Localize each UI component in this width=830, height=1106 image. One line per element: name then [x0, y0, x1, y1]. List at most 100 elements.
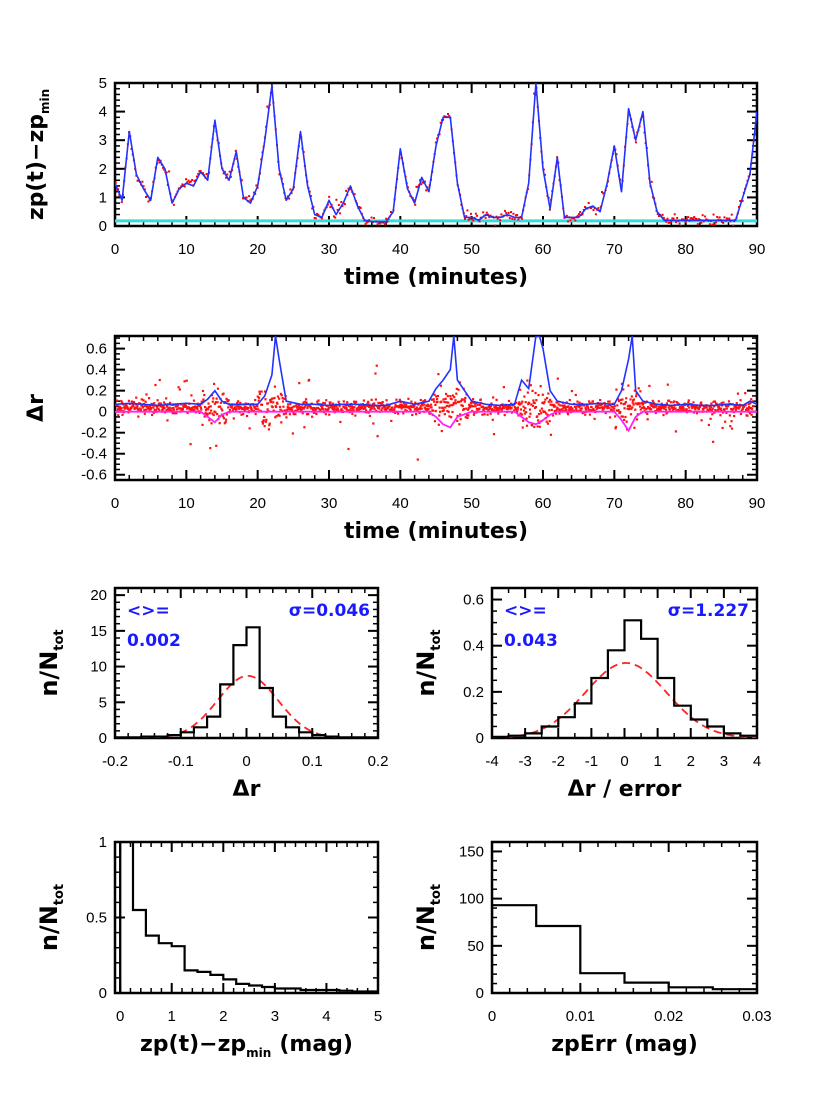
data-point: [306, 405, 309, 408]
data-point: [353, 406, 356, 409]
data-point: [388, 405, 391, 408]
zp-error-histogram-panel: 0 0.01 0.02 0.03 0 50 100 150 n/Ntot zpErr (mag): [412, 840, 772, 1057]
data-point: [550, 408, 553, 412]
data-point: [126, 407, 130, 411]
data-point: [581, 213, 584, 216]
data-point: [440, 429, 443, 433]
data-point: [474, 405, 477, 408]
data-point: [567, 409, 571, 412]
data-point: [349, 404, 352, 408]
data-point: [284, 412, 288, 415]
data-point: [642, 402, 645, 405]
data-point: [548, 208, 551, 211]
data-point: [462, 407, 466, 411]
data-point: [596, 406, 599, 409]
data-point: [633, 426, 636, 429]
data-point: [597, 207, 600, 210]
data-point: [333, 406, 336, 410]
x-tick-label: 80: [677, 495, 694, 512]
data-point: [520, 217, 523, 220]
data-point: [165, 397, 168, 400]
data-point: [725, 217, 728, 220]
x-axis-label-unit: (mag): [279, 1032, 353, 1057]
data-point: [402, 412, 405, 415]
data-point: [302, 407, 306, 410]
data-point: [157, 402, 160, 405]
data-point: [727, 405, 730, 408]
data-point: [376, 223, 379, 226]
data-point: [577, 213, 580, 216]
data-point: [589, 409, 592, 412]
data-point: [390, 419, 393, 423]
data-point: [376, 406, 380, 410]
data-point: [339, 212, 342, 215]
data-point: [489, 412, 492, 415]
data-point: [478, 403, 481, 407]
data-point: [165, 405, 169, 408]
data-point: [555, 401, 558, 404]
data-point: [224, 418, 228, 421]
data-point: [486, 413, 489, 416]
data-point: [574, 393, 577, 397]
data-point: [162, 408, 165, 411]
data-point: [593, 417, 596, 420]
data-point: [434, 403, 437, 407]
data-point: [148, 404, 152, 408]
data-point: [718, 407, 721, 410]
data-point: [666, 383, 669, 386]
data-point: [287, 408, 291, 411]
plot-area: [492, 619, 757, 738]
data-point: [546, 413, 549, 416]
data-point: [670, 220, 673, 223]
data-point: [416, 186, 419, 189]
data-point: [629, 413, 633, 416]
data-point: [566, 413, 570, 416]
data-point: [452, 403, 455, 406]
data-point: [749, 402, 752, 405]
data-point: [507, 399, 511, 403]
data-point: [523, 412, 526, 415]
data-point: [465, 215, 468, 218]
data-point: [218, 415, 221, 418]
data-point: [721, 221, 724, 224]
data-point: [278, 405, 282, 409]
x-tick-label: 2: [687, 753, 695, 770]
x-tick-label: -0.1: [168, 753, 194, 770]
data-point: [244, 196, 247, 199]
data-point: [665, 412, 668, 415]
data-point: [203, 393, 206, 397]
data-point: [364, 407, 367, 410]
data-point: [123, 407, 127, 410]
data-point: [513, 218, 516, 221]
data-point: [466, 416, 469, 420]
data-point: [554, 412, 558, 415]
data-point: [321, 408, 324, 411]
data-point: [256, 405, 259, 408]
histogram-steps: [492, 904, 757, 993]
data-point: [586, 405, 589, 408]
data-point: [693, 216, 696, 219]
data-point: [484, 216, 487, 219]
data-point: [524, 407, 527, 410]
data-point: [649, 408, 653, 411]
data-point: [470, 405, 473, 408]
data-point: [258, 392, 262, 396]
data-point: [735, 404, 738, 408]
data-point: [678, 409, 681, 412]
data-point: [641, 406, 644, 409]
data-point: [321, 405, 324, 408]
data-point: [343, 203, 346, 206]
data-point: [433, 393, 436, 396]
data-point: [399, 401, 402, 404]
data-point: [364, 223, 367, 226]
data-point: [269, 400, 273, 404]
data-point: [275, 415, 278, 418]
lower-envelope-line: [115, 410, 757, 433]
data-point: [134, 407, 137, 410]
data-point: [404, 405, 407, 408]
data-point: [562, 407, 565, 410]
data-point: [474, 212, 477, 215]
data-point: [433, 400, 436, 403]
data-point: [281, 409, 284, 412]
y-axis-label-subscript: tot: [429, 629, 444, 650]
